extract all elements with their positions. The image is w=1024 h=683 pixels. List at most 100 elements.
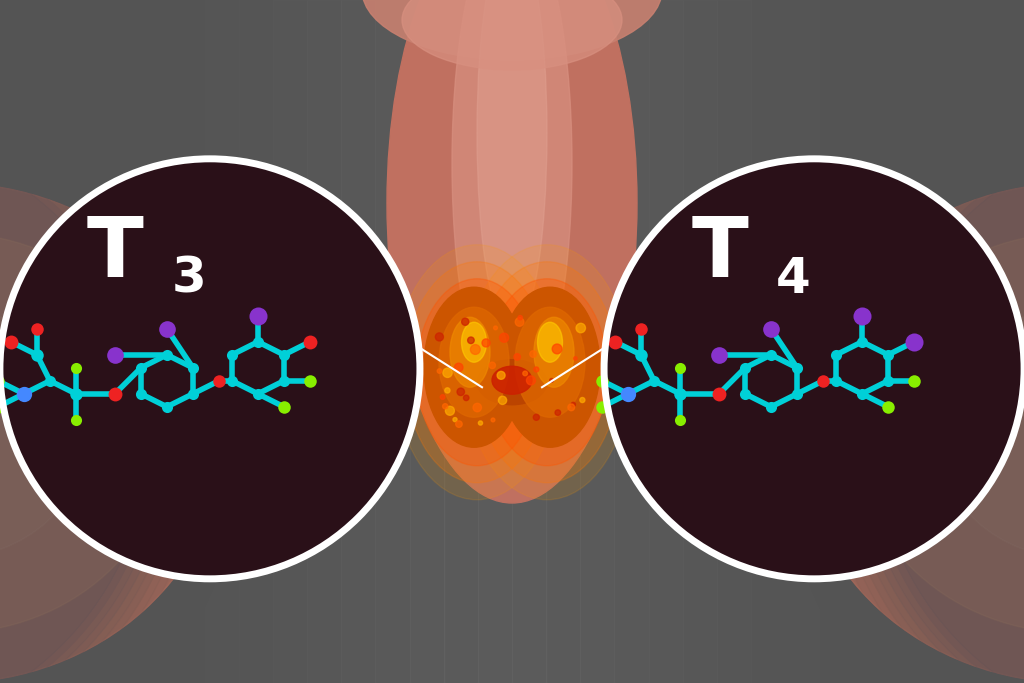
Ellipse shape: [362, 0, 662, 60]
Bar: [443, 0, 478, 683]
Bar: [171, 0, 205, 683]
Ellipse shape: [417, 279, 538, 466]
Ellipse shape: [0, 233, 170, 633]
Ellipse shape: [854, 233, 1024, 633]
Bar: [69, 0, 102, 683]
Bar: [239, 0, 273, 683]
Ellipse shape: [534, 367, 539, 372]
Ellipse shape: [0, 183, 225, 683]
Ellipse shape: [477, 360, 547, 405]
Ellipse shape: [534, 415, 540, 420]
Ellipse shape: [0, 133, 193, 683]
Bar: [819, 0, 853, 683]
Ellipse shape: [526, 376, 536, 385]
Ellipse shape: [453, 417, 457, 421]
Ellipse shape: [452, 0, 572, 413]
Ellipse shape: [580, 398, 585, 402]
Ellipse shape: [568, 404, 574, 410]
Bar: [376, 0, 410, 683]
Ellipse shape: [529, 350, 537, 357]
Ellipse shape: [839, 133, 1024, 683]
Bar: [341, 0, 376, 683]
Ellipse shape: [0, 133, 157, 683]
Bar: [990, 0, 1024, 683]
Bar: [136, 0, 171, 683]
Ellipse shape: [477, 0, 547, 333]
Ellipse shape: [824, 133, 1024, 683]
Ellipse shape: [937, 308, 1024, 558]
Ellipse shape: [475, 262, 618, 483]
Ellipse shape: [492, 366, 532, 394]
Ellipse shape: [486, 279, 607, 466]
Bar: [955, 0, 990, 683]
Ellipse shape: [464, 395, 469, 401]
Ellipse shape: [442, 368, 453, 378]
Ellipse shape: [457, 388, 465, 395]
Ellipse shape: [550, 378, 553, 382]
Circle shape: [0, 159, 420, 579]
Ellipse shape: [817, 133, 1024, 683]
Ellipse shape: [555, 410, 560, 415]
Ellipse shape: [473, 404, 481, 412]
Ellipse shape: [387, 0, 637, 503]
Bar: [614, 0, 648, 683]
Circle shape: [604, 159, 1024, 579]
Ellipse shape: [444, 388, 450, 393]
Bar: [751, 0, 785, 683]
Bar: [648, 0, 683, 683]
Ellipse shape: [437, 369, 441, 374]
Bar: [888, 0, 922, 683]
Ellipse shape: [534, 317, 574, 387]
Ellipse shape: [450, 317, 490, 387]
Bar: [853, 0, 888, 683]
Ellipse shape: [0, 133, 150, 683]
Ellipse shape: [515, 307, 585, 417]
Ellipse shape: [455, 363, 463, 372]
Ellipse shape: [0, 133, 200, 683]
Bar: [273, 0, 307, 683]
Ellipse shape: [860, 133, 1024, 683]
Ellipse shape: [0, 133, 164, 683]
Ellipse shape: [470, 345, 480, 354]
Ellipse shape: [440, 395, 445, 400]
Ellipse shape: [518, 316, 522, 320]
Bar: [307, 0, 341, 683]
Bar: [478, 0, 512, 683]
Ellipse shape: [462, 322, 486, 362]
Bar: [205, 0, 239, 683]
Bar: [512, 0, 546, 683]
Bar: [581, 0, 614, 683]
Ellipse shape: [846, 133, 1024, 683]
Ellipse shape: [0, 308, 87, 558]
Bar: [785, 0, 819, 683]
Ellipse shape: [500, 288, 600, 447]
Ellipse shape: [515, 318, 524, 326]
Ellipse shape: [573, 357, 578, 360]
Ellipse shape: [500, 333, 509, 342]
Bar: [410, 0, 443, 683]
Ellipse shape: [0, 133, 185, 683]
Ellipse shape: [799, 183, 1024, 683]
Ellipse shape: [853, 133, 1024, 683]
Ellipse shape: [456, 421, 462, 428]
Ellipse shape: [867, 133, 1024, 683]
Bar: [922, 0, 955, 683]
Bar: [683, 0, 717, 683]
Bar: [546, 0, 581, 683]
Ellipse shape: [468, 337, 474, 344]
Bar: [102, 0, 136, 683]
Ellipse shape: [0, 133, 171, 683]
Ellipse shape: [514, 354, 520, 360]
Ellipse shape: [523, 371, 527, 376]
Text: 3: 3: [172, 255, 206, 303]
Bar: [34, 0, 69, 683]
Ellipse shape: [497, 372, 505, 379]
Ellipse shape: [571, 402, 575, 406]
Ellipse shape: [462, 318, 469, 325]
Ellipse shape: [424, 288, 524, 447]
Ellipse shape: [492, 418, 495, 422]
Ellipse shape: [0, 133, 178, 683]
Ellipse shape: [439, 307, 509, 417]
Ellipse shape: [442, 404, 447, 409]
Ellipse shape: [874, 133, 1024, 683]
